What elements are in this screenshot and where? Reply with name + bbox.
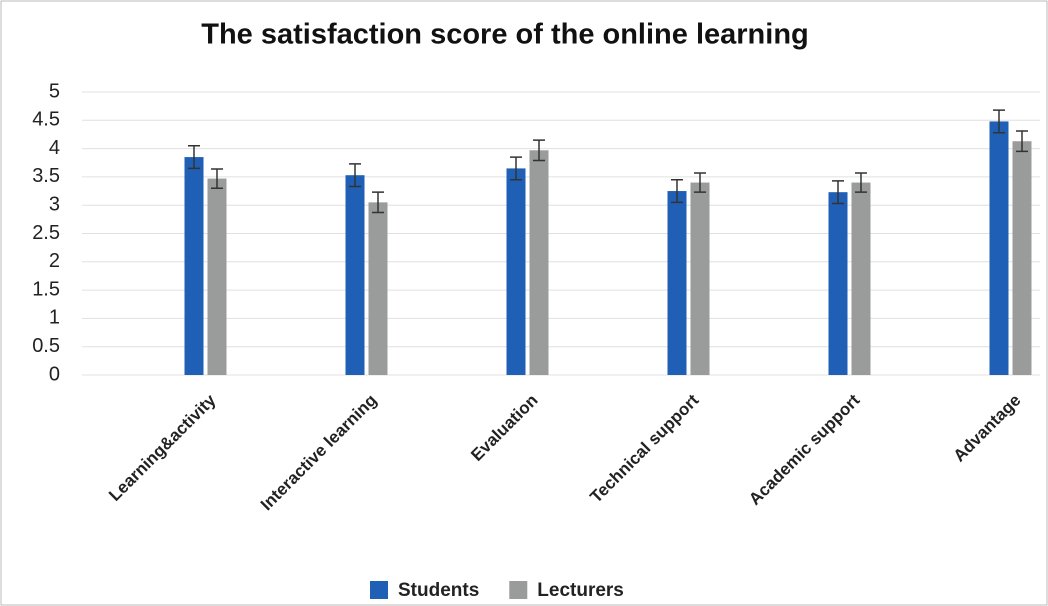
bar	[506, 168, 526, 375]
error-bar	[671, 178, 683, 204]
legend-swatch	[370, 581, 388, 599]
chart-title: The satisfaction score of the online lea…	[201, 19, 809, 51]
y-tick-label: 2.5	[32, 222, 60, 244]
y-tick-label: 3	[49, 193, 60, 215]
bar	[368, 202, 388, 375]
error-bar	[349, 163, 361, 188]
bar	[1012, 141, 1032, 375]
bar	[207, 178, 227, 375]
error-bar	[855, 172, 867, 193]
bar	[851, 182, 871, 375]
bar	[667, 191, 687, 375]
error-bar	[993, 109, 1005, 134]
bar	[345, 175, 365, 375]
y-tick-label: 4	[49, 137, 60, 159]
y-tick-label: 4.5	[32, 109, 60, 131]
y-tick-label: 0.5	[32, 335, 60, 357]
bar	[529, 150, 549, 375]
y-tick-label: 1	[49, 307, 60, 329]
y-tick-label: 0	[49, 363, 60, 385]
error-bar	[211, 168, 223, 189]
error-bar	[188, 145, 200, 170]
y-tick-label: 3.5	[32, 165, 60, 187]
bar	[690, 182, 710, 375]
bar	[828, 192, 848, 375]
error-bar	[1016, 130, 1028, 153]
bar	[184, 157, 204, 375]
error-bar	[832, 180, 844, 205]
legend-swatch	[509, 581, 528, 599]
y-tick-label: 5	[49, 80, 60, 102]
error-bar	[694, 172, 706, 193]
error-bar	[533, 139, 545, 162]
bar	[989, 121, 1009, 375]
error-bar	[510, 156, 522, 181]
error-bar	[372, 191, 384, 214]
legend-label: Students	[398, 580, 479, 601]
y-tick-label: 1.5	[32, 278, 60, 300]
legend-label: Lecturers	[537, 580, 624, 601]
y-tick-label: 2	[49, 250, 60, 272]
